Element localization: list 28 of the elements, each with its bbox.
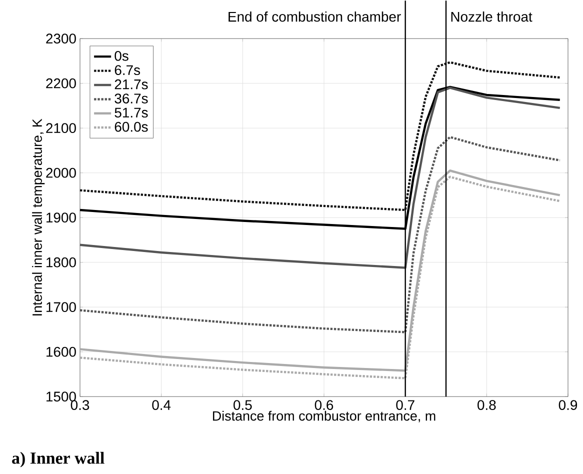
legend-label: 36.7s bbox=[114, 94, 148, 104]
x-tick-label: 0.7 bbox=[396, 400, 414, 410]
x-tick-label: 0.6 bbox=[314, 400, 334, 410]
text: a) Inner wall bbox=[12, 452, 104, 468]
legend-label: 21.7s bbox=[114, 80, 148, 90]
y-tick-label: 2300 bbox=[46, 34, 76, 44]
x-tick-label: 0.4 bbox=[152, 400, 171, 410]
y-tick-label: 1800 bbox=[46, 258, 76, 268]
x-tick-label: 0.8 bbox=[478, 400, 496, 410]
legend-label: 60.0s bbox=[114, 122, 148, 132]
line-series bbox=[78, 61, 561, 212]
ref-line-label: Nozzle throat bbox=[451, 12, 532, 22]
x-axis-title: Distance from combustor entrance, m bbox=[212, 411, 436, 422]
y-tick-label: 1700 bbox=[46, 302, 76, 312]
x-tick-label: 0.5 bbox=[234, 400, 252, 410]
y-tick-label: 2100 bbox=[46, 123, 76, 134]
y-tick-label: 1500 bbox=[46, 392, 76, 402]
legend-label: 0s bbox=[114, 51, 128, 62]
ref-line-label: End of combustion chamber bbox=[228, 12, 401, 22]
y-tick-label: 1600 bbox=[46, 347, 76, 357]
legend-label: 51.7s bbox=[114, 108, 148, 118]
y-axis-title: Internal inner wall temperature, K bbox=[32, 118, 45, 316]
x-tick-label: 0.9 bbox=[558, 400, 578, 410]
legend-label: 6.7s bbox=[114, 65, 140, 76]
y-tick-label: 2200 bbox=[46, 78, 76, 88]
x-tick-label: 0.3 bbox=[70, 400, 90, 410]
y-tick-label: 2000 bbox=[46, 168, 76, 178]
y-tick-label: 1900 bbox=[46, 212, 76, 223]
